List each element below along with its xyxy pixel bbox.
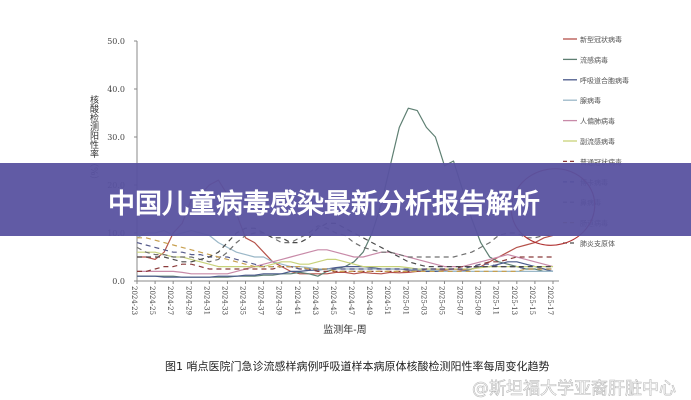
x-tick-label: 2025-13 bbox=[510, 286, 518, 315]
y-tick-label: 50.0 bbox=[107, 37, 125, 46]
x-tick-label: 2024-43 bbox=[311, 286, 319, 315]
y-tick-label: 40.0 bbox=[107, 85, 125, 94]
legend-label-5: 副流感病毒 bbox=[580, 137, 615, 146]
x-tick-label: 2024-47 bbox=[347, 286, 355, 315]
legend-label-10: 肺炎支原体 bbox=[580, 239, 615, 248]
x-tick-label: 2024-35 bbox=[239, 286, 247, 315]
legend-label-2: 呼吸道合胞病毒 bbox=[580, 76, 629, 85]
x-axis-label: 监测年-周 bbox=[323, 323, 366, 336]
x-tick-label: 2025-09 bbox=[474, 286, 482, 315]
watermark: @斯坦福大学亚裔肝脏中心 bbox=[472, 379, 677, 400]
y-tick-label: 0.0 bbox=[112, 277, 125, 286]
x-tick-label: 2024-29 bbox=[184, 286, 192, 315]
x-tick-label: 2025-03 bbox=[419, 286, 427, 315]
x-tick-label: 2025-15 bbox=[528, 286, 536, 315]
title-banner bbox=[0, 163, 691, 236]
y-tick-label: 30.0 bbox=[107, 133, 125, 142]
x-tick-label: 2024-37 bbox=[257, 286, 265, 315]
x-tick-label: 2025-05 bbox=[437, 286, 445, 315]
x-tick-label: 2024-49 bbox=[365, 286, 373, 315]
legend-label-1: 流感病毒 bbox=[580, 55, 608, 64]
series-line-6 bbox=[137, 256, 553, 272]
x-tick-label: 2025-01 bbox=[401, 286, 409, 315]
series-line-9 bbox=[137, 237, 553, 272]
series-line-4 bbox=[137, 249, 554, 275]
x-tick-label: 2024-45 bbox=[329, 286, 337, 315]
x-tick-label: 2024-51 bbox=[383, 286, 391, 315]
series-line-10 bbox=[137, 222, 553, 268]
x-tick-label: 2025-11 bbox=[492, 286, 500, 315]
series-line-3 bbox=[136, 230, 553, 272]
x-tick-label: 2024-41 bbox=[293, 286, 301, 315]
legend-label-3: 腺病毒 bbox=[580, 96, 601, 105]
x-tick-label: 2024-39 bbox=[275, 286, 283, 315]
y-axis-label: 核酸检测阳性率（%） bbox=[88, 94, 99, 185]
legend-label-0: 新型冠状病毒 bbox=[580, 35, 622, 44]
legend-label-4: 人偏肺病毒 bbox=[580, 117, 615, 126]
x-tick-label: 2025-07 bbox=[456, 286, 464, 315]
series-line-5 bbox=[137, 251, 553, 270]
banner-title: 中国儿童病毒感染最新分析报告解析 bbox=[108, 189, 540, 220]
x-tick-label: 2024-23 bbox=[130, 286, 138, 315]
x-tick-label: 2024-31 bbox=[202, 286, 210, 315]
figure-caption: 图1 哨点医院门急诊流感样病例呼吸道样本病原体核酸检测阳性率每周变化趋势 bbox=[165, 360, 550, 373]
x-tick-label: 2025-17 bbox=[546, 286, 554, 315]
x-tick-label: 2024-27 bbox=[166, 286, 174, 315]
x-tick-label: 2024-33 bbox=[220, 286, 228, 315]
legend-label-6: 普通冠状病毒 bbox=[580, 157, 622, 166]
series-line-7 bbox=[136, 242, 553, 270]
x-tick-label: 2024-25 bbox=[148, 286, 156, 315]
